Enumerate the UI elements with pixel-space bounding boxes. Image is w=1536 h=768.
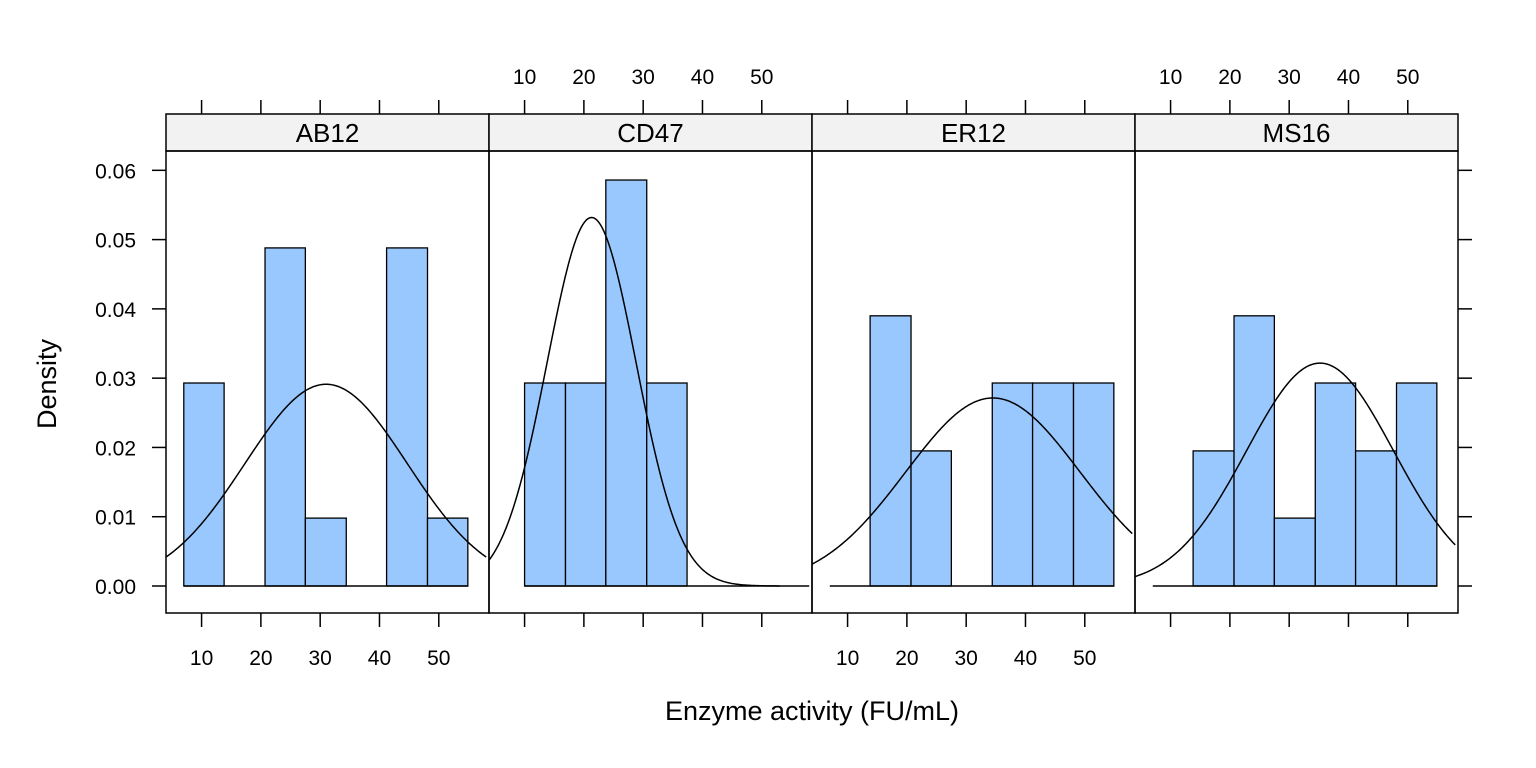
x-tick-label: 40 bbox=[1014, 647, 1037, 670]
y-tick-label: 0.03 bbox=[95, 368, 136, 391]
strip-label-CD47: CD47 bbox=[617, 118, 683, 148]
strip-label-MS16: MS16 bbox=[1263, 118, 1331, 148]
panel-ER12: ER12 10 20 30 40 50 bbox=[811, 100, 1136, 670]
x-tick-label: 50 bbox=[1396, 66, 1419, 89]
histogram-bar bbox=[1273, 517, 1316, 587]
x-tick-label: 50 bbox=[427, 647, 450, 670]
histogram-bar bbox=[385, 247, 429, 587]
histogram-bar bbox=[1192, 450, 1235, 587]
x-tick-label: 20 bbox=[572, 66, 595, 89]
y-tick-label: 0.06 bbox=[95, 160, 136, 183]
y-axis-title: Density bbox=[32, 338, 62, 429]
histogram-bar bbox=[264, 247, 307, 587]
x-tick-label: 40 bbox=[1337, 66, 1360, 89]
y-tick-label: 0.00 bbox=[95, 576, 136, 599]
panels-layer: AB12 10 20 30 40 50 CD47 10 20 30 40 50 ER12 10 20 30 40… bbox=[165, 66, 1459, 670]
y-tick-label: 0.05 bbox=[95, 230, 136, 253]
density-curve bbox=[166, 383, 487, 558]
x-tick-label: 50 bbox=[750, 66, 773, 89]
panel-MS16: MS16 10 20 30 40 50 bbox=[1134, 66, 1459, 627]
histogram-bar bbox=[646, 382, 688, 587]
y-tick-label: 0.01 bbox=[95, 507, 136, 530]
strip-label-AB12: AB12 bbox=[296, 118, 360, 148]
y-tick-label: 0.04 bbox=[95, 299, 136, 322]
strip-AB12 bbox=[165, 113, 490, 152]
histogram-bar bbox=[1072, 382, 1115, 587]
panel-frame bbox=[1134, 150, 1459, 614]
panel-CD47: CD47 10 20 30 40 50 bbox=[488, 66, 813, 627]
x-tick-label: 30 bbox=[309, 647, 332, 670]
histogram-bar bbox=[869, 315, 912, 587]
x-tick-label: 40 bbox=[691, 66, 714, 89]
x-tick-label: 30 bbox=[955, 647, 978, 670]
x-tick-label: 10 bbox=[836, 647, 859, 670]
y-axis: 0.00 0.01 0.02 0.03 0.04 0.05 0.06 bbox=[95, 160, 1472, 599]
histogram-bar bbox=[1395, 382, 1438, 587]
x-tick-label: 30 bbox=[1278, 66, 1301, 89]
strip-ER12 bbox=[811, 113, 1136, 152]
density-curve bbox=[812, 397, 1133, 565]
histogram-bar bbox=[183, 382, 225, 587]
x-tick-label: 20 bbox=[1218, 66, 1241, 89]
y-tick-label: 0.02 bbox=[95, 437, 136, 460]
histogram-bar bbox=[426, 517, 469, 587]
x-tick-label: 50 bbox=[1073, 647, 1096, 670]
histogram-bar bbox=[991, 382, 1034, 587]
histogram-bar bbox=[564, 382, 607, 587]
x-axis-title: Enzyme activity (FU/mL) bbox=[665, 696, 959, 726]
x-tick-label: 30 bbox=[632, 66, 655, 89]
strip-MS16 bbox=[1134, 113, 1459, 152]
histogram-bar bbox=[1354, 450, 1398, 587]
strip-label-ER12: ER12 bbox=[941, 118, 1006, 148]
x-tick-label: 10 bbox=[190, 647, 213, 670]
x-tick-label: 10 bbox=[1159, 66, 1182, 89]
x-tick-label: 20 bbox=[895, 647, 918, 670]
density-curve bbox=[489, 216, 810, 587]
panel-AB12: AB12 10 20 30 40 50 bbox=[165, 100, 490, 670]
x-tick-label: 10 bbox=[513, 66, 536, 89]
x-tick-label: 40 bbox=[368, 647, 391, 670]
histogram-bar bbox=[1233, 315, 1276, 587]
density-curve bbox=[1135, 362, 1456, 578]
histogram-bar bbox=[910, 450, 953, 587]
histogram-bar bbox=[1314, 382, 1357, 587]
histogram-bar bbox=[523, 382, 567, 587]
histogram-bar bbox=[1031, 382, 1075, 587]
histogram-bar bbox=[304, 517, 347, 587]
x-tick-label: 20 bbox=[249, 647, 272, 670]
